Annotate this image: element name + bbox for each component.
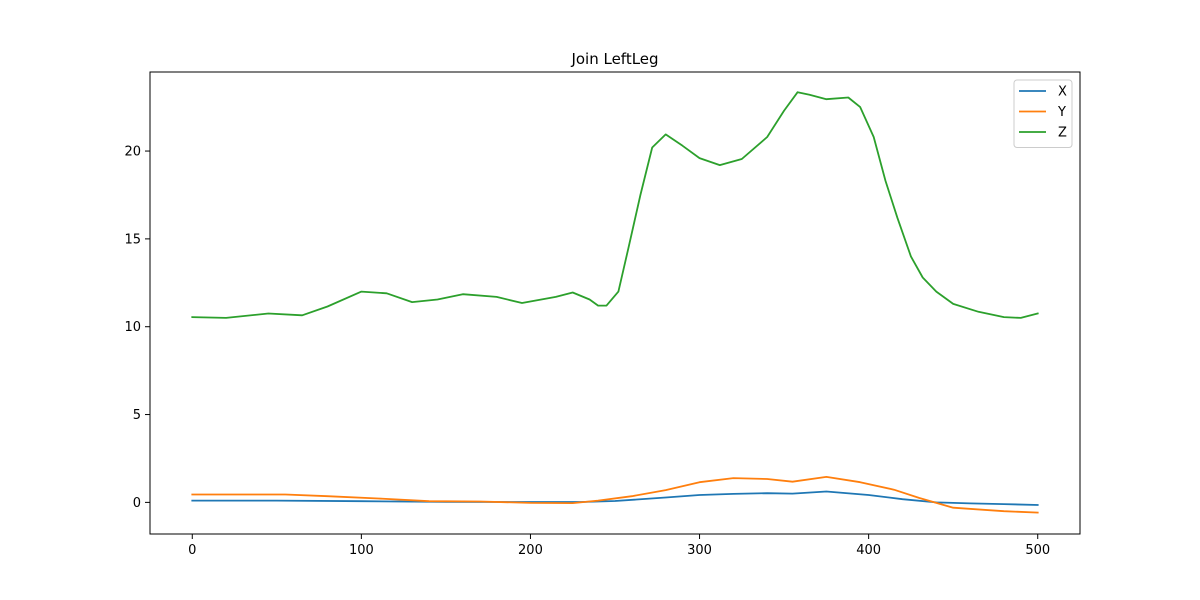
y-tick-label: 0	[133, 496, 141, 511]
plot-area	[150, 72, 1080, 534]
series-line-y	[191, 476, 1039, 514]
x-tick-label: 200	[518, 543, 543, 558]
y-tick-label: 10	[124, 320, 141, 335]
legend-label-x: X	[1058, 85, 1067, 100]
chart-title: Join LeftLeg	[570, 50, 658, 68]
legend-label-y: Y	[1057, 105, 1066, 120]
x-axis: 0 100 200 300 400 500	[188, 534, 1050, 558]
y-tick-label: 15	[124, 232, 141, 247]
y-tick-label: 20	[124, 145, 141, 160]
y-axis: 0 5 10 15 20	[124, 145, 150, 511]
y-tick-label: 5	[133, 408, 141, 423]
series-layer	[191, 91, 1039, 514]
x-tick-label: 300	[687, 543, 712, 558]
legend: XYZ	[1013, 79, 1073, 148]
legend-label-z: Z	[1058, 126, 1067, 141]
series-line-z	[191, 91, 1039, 319]
x-tick-label: 0	[188, 543, 196, 558]
x-tick-label: 400	[856, 543, 881, 558]
x-tick-label: 100	[349, 543, 374, 558]
plot-frame	[149, 71, 1081, 535]
legend-box	[1013, 79, 1073, 148]
x-tick-label: 500	[1025, 543, 1050, 558]
